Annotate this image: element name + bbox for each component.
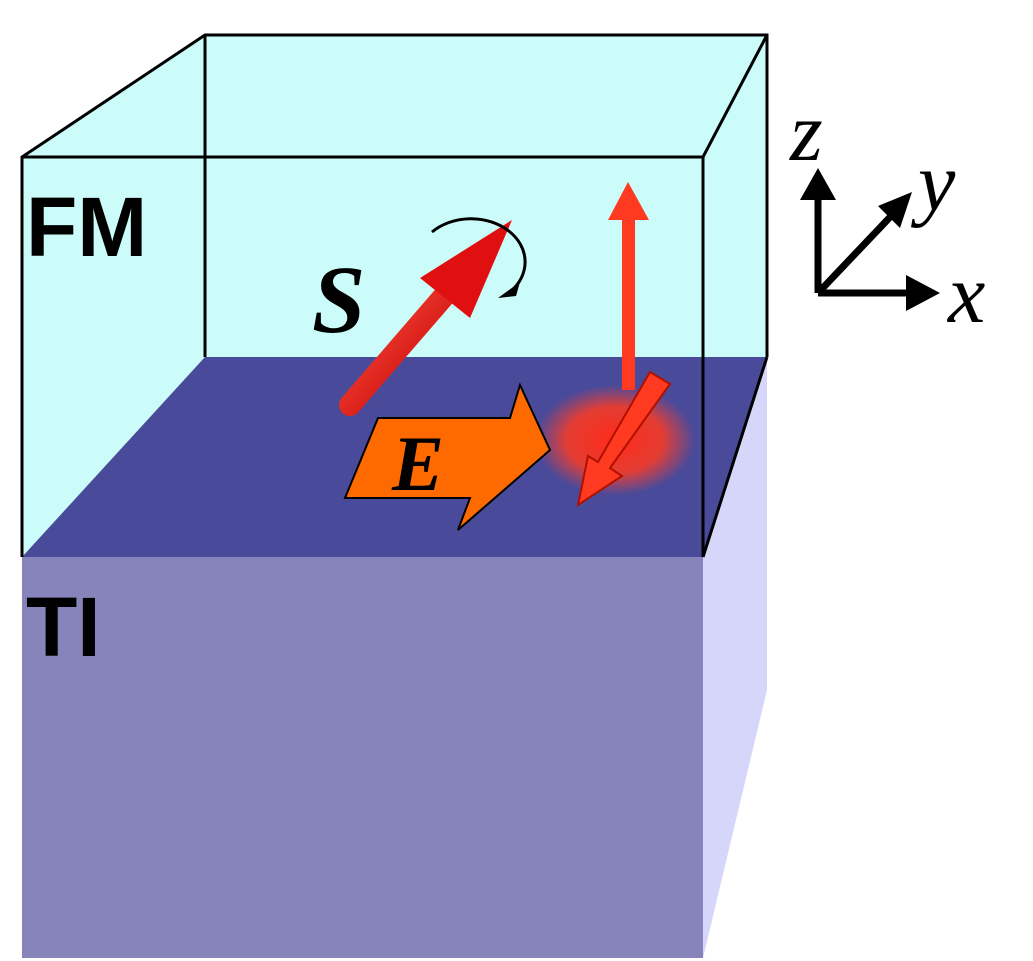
x-head xyxy=(906,275,940,311)
vertical-arrow xyxy=(622,215,635,390)
ti-label: TI xyxy=(26,580,101,674)
z-label: z xyxy=(789,86,823,179)
field-label: E xyxy=(391,420,444,507)
spin-label: S xyxy=(312,246,365,353)
y-label: y xyxy=(910,136,956,229)
ti-front xyxy=(22,557,703,958)
fm-label: FM xyxy=(26,180,147,274)
diagram: FM TI S E z y x xyxy=(0,0,1033,961)
x-label: x xyxy=(946,248,985,341)
